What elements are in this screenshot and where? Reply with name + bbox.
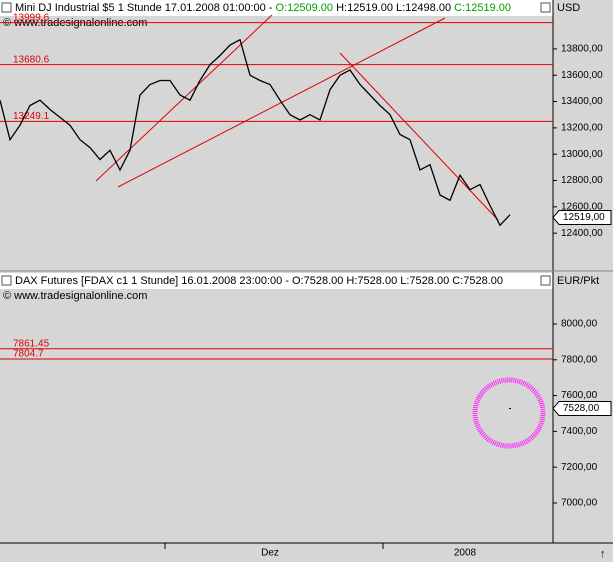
header-part: DAX Futures [FDAX c1 1 Stunde] 16.01.200… — [15, 275, 503, 287]
header-part: L:12498.00 — [393, 2, 451, 14]
last-price-label: 12519,00 — [563, 212, 605, 223]
unit-label: EUR/Pkt — [557, 275, 599, 287]
y-tick-label: 7800,00 — [561, 354, 598, 365]
level-label: 7861.45 — [13, 338, 50, 349]
y-tick-label: 13400,00 — [561, 96, 603, 107]
header-part: H:12519.00 — [333, 2, 393, 14]
y-tick-label: 13800,00 — [561, 44, 603, 55]
header-text: DAX Futures [FDAX c1 1 Stunde] 16.01.200… — [15, 275, 503, 287]
y-tick-label: 8000,00 — [561, 319, 598, 330]
y-tick-label: 7600,00 — [561, 390, 598, 401]
x-label: Dez — [261, 548, 279, 559]
level-label: 13999.6 — [13, 12, 50, 23]
header-bar — [0, 0, 553, 16]
unit-label: USD — [557, 2, 580, 14]
y-tick-label: 13600,00 — [561, 70, 603, 81]
y-tick-label: 12400,00 — [561, 228, 603, 239]
y-tick-label: 7000,00 — [561, 498, 598, 509]
scroll-arrow[interactable]: ↑ — [600, 548, 606, 560]
drawing-circle — [472, 377, 546, 449]
header-bar — [0, 273, 553, 289]
price-line — [0, 38, 511, 227]
copyright: © www.tradesignalonline.com — [3, 290, 147, 302]
header-part: O:12509.00 — [276, 2, 334, 14]
last-price-tag — [552, 400, 612, 416]
level-label: 13249.1 — [13, 111, 50, 122]
y-tick-label: 7200,00 — [561, 462, 598, 473]
last-price-label: 7528,00 — [563, 403, 600, 414]
header-icon — [540, 275, 551, 286]
y-tick-label: 12800,00 — [561, 175, 603, 186]
y-tick-label: 7400,00 — [561, 426, 598, 437]
header-text: Mini DJ Industrial $5 1 Stunde 17.01.200… — [15, 2, 511, 14]
header-icon — [540, 2, 551, 13]
y-tick-label: 13200,00 — [561, 123, 603, 134]
y-tick-label: 12600,00 — [561, 201, 603, 212]
y-tick-label: 13000,00 — [561, 149, 603, 160]
header-icon — [1, 275, 12, 286]
level-label: 13680.6 — [13, 54, 50, 65]
header-part: C:12519.00 — [451, 2, 511, 14]
header-icon — [1, 2, 12, 13]
x-label: 2008 — [454, 548, 477, 559]
level-label: 7804.7 — [13, 349, 44, 360]
header-part: Mini DJ Industrial $5 1 Stunde 17.01.200… — [15, 2, 276, 14]
last-price-tag — [552, 209, 612, 225]
